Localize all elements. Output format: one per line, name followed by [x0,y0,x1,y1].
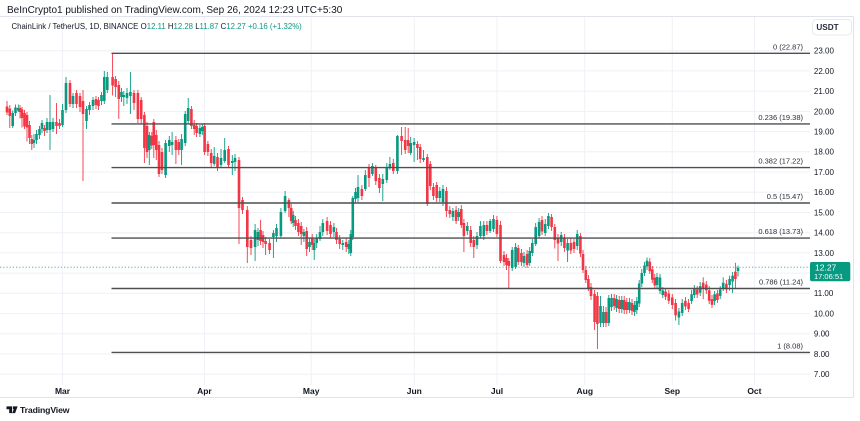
svg-text:0 (22.87): 0 (22.87) [773,42,804,51]
svg-text:9.00: 9.00 [814,330,830,339]
svg-text:Apr: Apr [197,386,212,396]
svg-text:20.00: 20.00 [814,107,835,116]
svg-text:Sep: Sep [665,386,681,396]
svg-text:0.786 (11.24): 0.786 (11.24) [759,278,804,287]
svg-text:Oct: Oct [747,386,761,396]
svg-text:19.00: 19.00 [814,128,835,137]
svg-text:8.00: 8.00 [814,350,830,359]
svg-text:0.236 (19.38): 0.236 (19.38) [758,113,803,122]
svg-text:21.00: 21.00 [814,87,835,96]
svg-text:11.00: 11.00 [814,289,834,298]
svg-text:USDT: USDT [816,23,838,32]
svg-text:12.27: 12.27 [815,262,837,272]
svg-text:23.00: 23.00 [814,47,835,56]
svg-text:15.00: 15.00 [814,208,835,217]
svg-text:17.00: 17.00 [814,168,835,177]
svg-text:22.00: 22.00 [814,67,835,76]
svg-text:0.5 (15.47): 0.5 (15.47) [767,192,804,201]
svg-text:13.00: 13.00 [814,249,835,258]
svg-text:0.382 (17.22): 0.382 (17.22) [758,157,803,166]
svg-text:Aug: Aug [577,386,594,396]
svg-text:TradingView: TradingView [20,405,70,415]
svg-text:Jul: Jul [491,386,503,396]
svg-text:18.00: 18.00 [814,148,835,157]
svg-text:10.00: 10.00 [814,310,835,319]
svg-text:7.00: 7.00 [814,370,830,379]
svg-text:14.00: 14.00 [814,229,835,238]
svg-text:1 (8.08): 1 (8.08) [777,341,803,350]
svg-text:Mar: Mar [55,386,71,396]
svg-text:16.00: 16.00 [814,188,835,197]
svg-text:May: May [303,386,320,396]
svg-text:0.618 (13.73): 0.618 (13.73) [758,227,803,236]
svg-text:17:06:51: 17:06:51 [814,272,843,281]
svg-text:Jun: Jun [407,386,422,396]
